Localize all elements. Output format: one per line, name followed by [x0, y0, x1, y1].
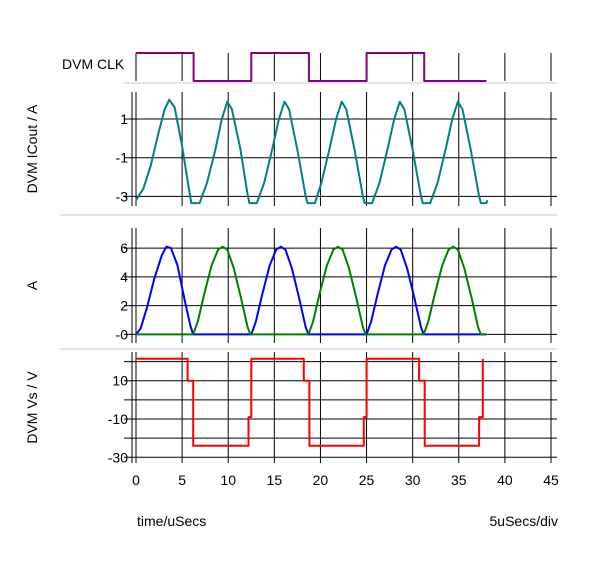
panel-label-icout: DVM ICout / A: [24, 104, 40, 193]
y-tick-label: -1: [116, 150, 129, 166]
y-tick-label: 6: [120, 240, 128, 256]
x-tick-label: 20: [313, 472, 329, 488]
y-tick-label: -10: [108, 411, 128, 427]
x-tick-label: 10: [220, 472, 236, 488]
series-line-clk: [136, 52, 487, 82]
x-tick-label: 35: [451, 472, 467, 488]
y-tick-label: -3: [116, 188, 129, 204]
series-line-phase: [136, 245, 487, 336]
y-tick-label: 10: [112, 373, 128, 389]
x-tick-label: 40: [497, 472, 513, 488]
x-tick-label: 5: [178, 472, 186, 488]
x-tick-label: 30: [405, 472, 421, 488]
y-tick-label: 1: [120, 111, 128, 127]
series-line-phase: [135, 245, 487, 336]
x-tick-label: 0: [132, 472, 140, 488]
x-tick-label: 15: [267, 472, 283, 488]
panel-label-vs: DVM Vs / V: [24, 371, 40, 444]
y-tick-label: -30: [108, 449, 128, 465]
panel-label-phase: A: [24, 280, 40, 290]
series-line-vs: [136, 357, 484, 447]
x-scale-note: 5uSecs/div: [490, 513, 558, 529]
x-axis-label: time/uSecs: [137, 513, 206, 529]
y-tick-label: 2: [120, 298, 128, 314]
series-line-icout: [135, 98, 489, 205]
y-tick-label: 4: [120, 269, 128, 285]
x-tick-label: 25: [359, 472, 375, 488]
x-tick-label: 45: [543, 472, 559, 488]
panel-label-clk: DVM CLK: [62, 56, 125, 72]
y-tick-label: -0: [116, 326, 129, 342]
